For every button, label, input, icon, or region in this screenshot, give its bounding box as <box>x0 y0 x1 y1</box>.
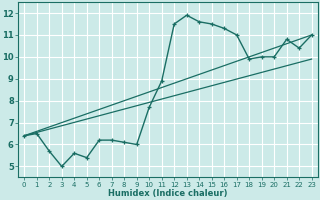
X-axis label: Humidex (Indice chaleur): Humidex (Indice chaleur) <box>108 189 228 198</box>
